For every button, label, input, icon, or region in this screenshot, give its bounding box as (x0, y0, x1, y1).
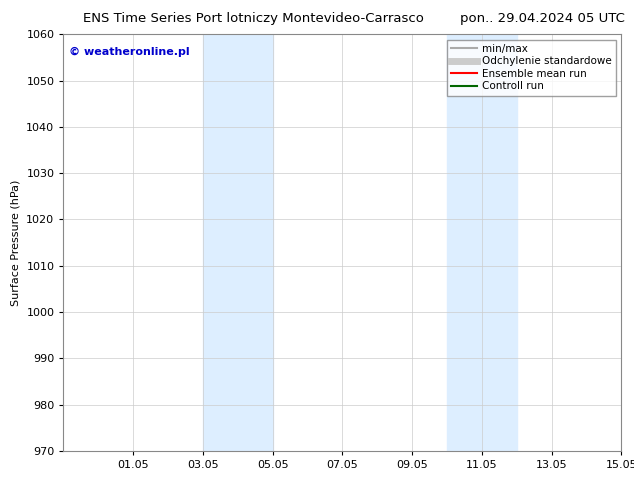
Bar (447, 34, 482, 451)
Bar (203, 34, 238, 451)
Text: pon.. 29.04.2024 05 UTC: pon.. 29.04.2024 05 UTC (460, 12, 624, 25)
Y-axis label: Surface Pressure (hPa): Surface Pressure (hPa) (11, 179, 21, 306)
Text: © weatheronline.pl: © weatheronline.pl (69, 47, 190, 57)
Legend: min/max, Odchylenie standardowe, Ensemble mean run, Controll run: min/max, Odchylenie standardowe, Ensembl… (447, 40, 616, 96)
Bar (482, 34, 517, 451)
Bar (238, 34, 273, 451)
Text: ENS Time Series Port lotniczy Montevideo-Carrasco: ENS Time Series Port lotniczy Montevideo… (83, 12, 424, 25)
